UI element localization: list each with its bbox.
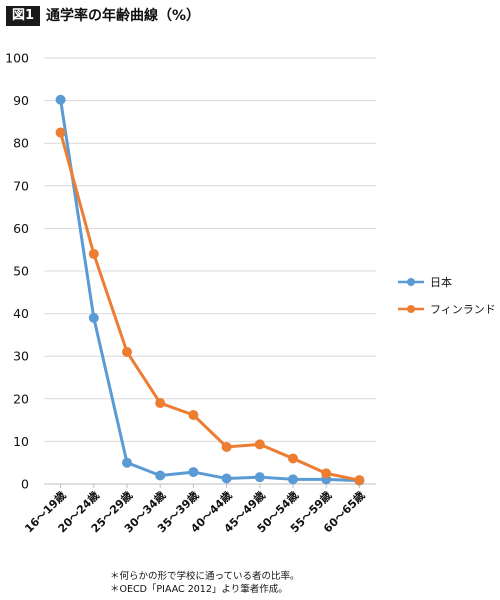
data-point-finland [188,409,199,420]
y-axis: 0 10 20 30 40 50 60 70 80 90 100 [5,51,29,492]
y-tick-label: 20 [13,391,29,406]
y-tick-label: 80 [13,136,29,151]
x-axis: 16～19歳20～24歳25～29歳30～34歳35～39歳40～44歳45～4… [22,484,368,535]
y-tick-label: 90 [13,93,29,108]
y-tick-label: 40 [13,306,29,321]
legend-swatch-finland [398,305,424,313]
data-point-japan [122,457,132,468]
footnote-source: ＊OECD「PIAAC 2012」より筆者作成。 [110,584,288,595]
data-point-finland [354,475,365,486]
legend-swatch-japan [398,278,424,286]
data-point-finland [321,468,332,479]
data-point-japan [55,94,66,105]
y-tick-label: 10 [13,434,29,449]
y-tick-label: 70 [13,178,29,193]
legend-label-finland: フィンランド [430,303,496,316]
data-point-finland [55,127,66,138]
y-tick-label: 30 [13,349,29,364]
y-tick-label: 50 [13,264,29,279]
legend-item-japan: 日本 [398,274,496,290]
series-line-japan [59,98,361,483]
footnote-definition: ＊何らかの形で学校に通っている者の比率。 [110,571,300,582]
data-point-japan [288,474,298,485]
data-point-finland [122,346,132,357]
data-point-japan [221,473,232,484]
y-tick-label: 100 [5,51,29,66]
data-point-finland [254,439,265,450]
data-point-finland [88,248,99,259]
data-point-japan [188,467,199,478]
data-point-finland [288,453,298,464]
series [55,94,365,486]
legend-label-japan: 日本 [430,276,452,289]
figure-badge: 図1 [6,6,41,26]
legend: 日本 フィンランド [398,274,496,328]
data-point-japan [88,312,99,323]
series-line-finland [59,131,361,482]
chart-title: 通学率の年齢曲線（%） [46,8,201,24]
gridlines [44,57,376,485]
data-point-finland [155,398,166,409]
legend-item-finland: フィンランド [398,301,496,317]
footnotes: ＊何らかの形で学校に通っている者の比率。 ＊OECD「PIAAC 2012」より… [110,570,300,596]
data-point-japan [155,470,166,481]
data-point-finland [221,441,232,452]
data-point-japan [254,472,265,483]
y-tick-label: 0 [21,477,29,492]
y-tick-label: 60 [13,221,29,236]
